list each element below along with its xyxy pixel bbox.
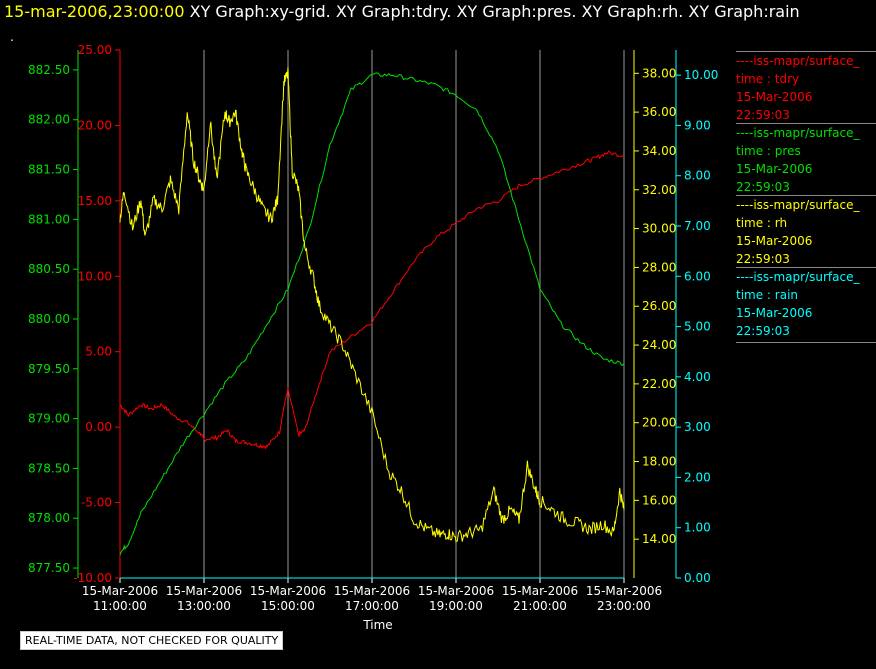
- y-tick-label: 26.00: [642, 299, 676, 313]
- y-tick-label: 30.00: [642, 222, 676, 236]
- x-tick-label: 15-Mar-2006: [418, 584, 494, 598]
- y-tick-label: 9.00: [684, 118, 711, 132]
- x-tick-label: 15-Mar-2006: [82, 584, 158, 598]
- legend-entry-tdry: ----iss-mapr/surface_ time : tdry 15-Mar…: [736, 50, 876, 124]
- y-tick-label: 6.00: [684, 269, 711, 283]
- x-tick-label: 13:00:00: [177, 599, 231, 613]
- legend-series-name: ----iss-mapr/surface_: [736, 198, 860, 212]
- y-tick-label: 4.00: [684, 370, 711, 384]
- series-line-tdry: [119, 150, 625, 450]
- legend-series-name: ----iss-mapr/surface_: [736, 126, 860, 140]
- legend-series-name: ----iss-mapr/surface_: [736, 54, 860, 68]
- y-tick-label: 878.50: [28, 461, 70, 475]
- y-tick-label: 8.00: [684, 169, 711, 183]
- legend-date: 15-Mar-2006: [736, 306, 813, 320]
- y-tick-label: 5.00: [684, 320, 711, 334]
- y-tick-label: -5.00: [81, 496, 112, 510]
- series-line-rh: [119, 67, 625, 543]
- x-tick-label: 15-Mar-2006: [586, 584, 662, 598]
- x-tick-label: 15-Mar-2006: [250, 584, 326, 598]
- legend-entry-rh: ----iss-mapr/surface_ time : rh 15-Mar-2…: [736, 194, 876, 268]
- y-tick-label: 10.00: [684, 68, 718, 82]
- y-tick-label: 32.00: [642, 183, 676, 197]
- legend-time: 22:59:03: [736, 252, 790, 266]
- y-tick-label: 877.50: [28, 561, 70, 575]
- graph-list-label: XY Graph:xy-grid. XY Graph:tdry. XY Grap…: [189, 2, 800, 21]
- x-tick-label: 15-Mar-2006: [166, 584, 242, 598]
- y-tick-label: 14.00: [642, 532, 676, 546]
- y-tick-label: 0.00: [684, 571, 711, 585]
- y-tick-label: 880.00: [28, 312, 70, 326]
- legend-time: 22:59:03: [736, 324, 790, 338]
- graph-title-bar: 15-mar-2006,23:00:00 XY Graph:xy-grid. X…: [4, 2, 800, 21]
- x-tick-label: 21:00:00: [513, 599, 567, 613]
- legend-field: time : tdry: [736, 72, 800, 86]
- y-tick-label: 2.00: [684, 470, 711, 484]
- legend-time: 22:59:03: [736, 108, 790, 122]
- y-tick-label: 24.00: [642, 338, 676, 352]
- legend-series-name: ----iss-mapr/surface_: [736, 270, 860, 284]
- marker-dot: .: [10, 30, 14, 44]
- y-tick-label: 16.00: [642, 493, 676, 507]
- legend-date: 15-Mar-2006: [736, 234, 813, 248]
- y-tick-label: 36.00: [642, 105, 676, 119]
- y-tick-label: 878.00: [28, 511, 70, 525]
- y-tick-label: 882.00: [28, 113, 70, 127]
- y-tick-label: 20.00: [78, 118, 112, 132]
- y-tick-label: 7.00: [684, 219, 711, 233]
- x-axis-label: Time: [362, 618, 392, 632]
- timestamp-label: 15-mar-2006,23:00:00: [4, 2, 185, 21]
- y-tick-label: -10.00: [73, 571, 112, 585]
- legend-time: 22:59:03: [736, 180, 790, 194]
- y-tick-label: 25.00: [78, 43, 112, 57]
- y-tick-label: 38.00: [642, 66, 676, 80]
- x-tick-label: 15-Mar-2006: [502, 584, 578, 598]
- legend-entry-rain: ----iss-mapr/surface_ time : rain 15-Mar…: [736, 266, 876, 343]
- y-tick-label: 15.00: [78, 194, 112, 208]
- y-tick-label: 879.50: [28, 362, 70, 376]
- series-line-pres: [119, 72, 625, 556]
- x-tick-label: 17:00:00: [345, 599, 399, 613]
- y-tick-label: 1.00: [684, 521, 711, 535]
- y-tick-label: 28.00: [642, 260, 676, 274]
- y-tick-label: 10.00: [78, 269, 112, 283]
- x-tick-label: 15:00:00: [261, 599, 315, 613]
- y-tick-label: 34.00: [642, 144, 676, 158]
- legend-date: 15-Mar-2006: [736, 90, 813, 104]
- legend-field: time : rain: [736, 288, 799, 302]
- quality-notice: REAL-TIME DATA, NOT CHECKED FOR QUALITY: [20, 631, 284, 650]
- y-tick-label: 881.00: [28, 212, 70, 226]
- y-tick-label: 20.00: [642, 416, 676, 430]
- x-tick-label: 15-Mar-2006: [334, 584, 410, 598]
- x-tick-label: 19:00:00: [429, 599, 483, 613]
- y-tick-label: 0.00: [85, 420, 112, 434]
- y-tick-label: 5.00: [85, 345, 112, 359]
- legend-field: time : pres: [736, 144, 801, 158]
- y-tick-label: 881.50: [28, 163, 70, 177]
- legend-field: time : rh: [736, 216, 788, 230]
- y-tick-label: 879.00: [28, 412, 70, 426]
- x-tick-label: 11:00:00: [93, 599, 147, 613]
- y-tick-label: 882.50: [28, 63, 70, 77]
- x-tick-label: 23:00:00: [597, 599, 651, 613]
- legend-entry-pres: ----iss-mapr/surface_ time : pres 15-Mar…: [736, 122, 876, 196]
- y-tick-label: 880.50: [28, 262, 70, 276]
- legend-date: 15-Mar-2006: [736, 162, 813, 176]
- y-tick-label: 22.00: [642, 377, 676, 391]
- y-tick-label: 18.00: [642, 455, 676, 469]
- y-tick-label: 3.00: [684, 420, 711, 434]
